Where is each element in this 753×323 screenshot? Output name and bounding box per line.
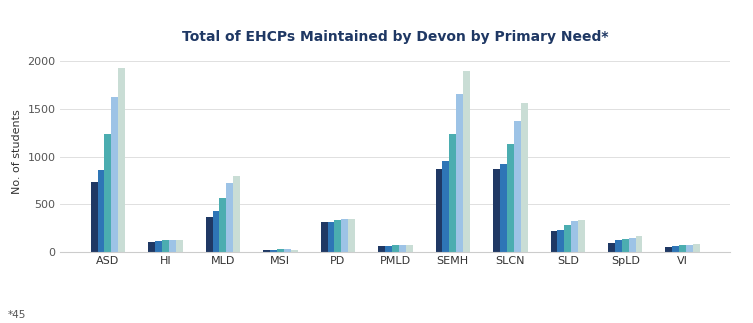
- Bar: [500, 164, 507, 252]
- Bar: [693, 244, 700, 252]
- Bar: [550, 232, 557, 252]
- Bar: [291, 250, 297, 252]
- Bar: [629, 238, 636, 252]
- Bar: [233, 176, 240, 252]
- Bar: [270, 250, 277, 252]
- Bar: [277, 249, 284, 252]
- Bar: [443, 162, 450, 252]
- Bar: [608, 243, 615, 252]
- Bar: [263, 250, 270, 252]
- Bar: [328, 222, 334, 252]
- Bar: [206, 217, 212, 252]
- Bar: [507, 144, 514, 252]
- Y-axis label: No. of students: No. of students: [12, 109, 22, 194]
- Bar: [155, 242, 162, 252]
- Bar: [493, 169, 500, 252]
- Bar: [572, 221, 578, 252]
- Bar: [348, 219, 355, 252]
- Bar: [118, 68, 125, 252]
- Bar: [615, 241, 622, 252]
- Bar: [111, 98, 118, 252]
- Bar: [105, 134, 111, 252]
- Bar: [227, 183, 233, 252]
- Bar: [98, 170, 105, 252]
- Bar: [514, 121, 520, 252]
- Bar: [435, 169, 443, 252]
- Bar: [169, 240, 175, 252]
- Bar: [578, 221, 585, 252]
- Bar: [622, 239, 629, 252]
- Bar: [450, 134, 456, 252]
- Bar: [672, 246, 679, 252]
- Bar: [341, 219, 348, 252]
- Bar: [175, 240, 183, 252]
- Bar: [212, 211, 219, 252]
- Bar: [406, 245, 413, 252]
- Bar: [378, 246, 385, 252]
- Bar: [219, 198, 227, 252]
- Bar: [284, 249, 291, 252]
- Bar: [463, 71, 470, 252]
- Bar: [321, 222, 328, 252]
- Text: *45: *45: [8, 310, 26, 320]
- Bar: [666, 247, 672, 252]
- Bar: [636, 236, 642, 252]
- Bar: [564, 225, 572, 252]
- Bar: [148, 242, 155, 252]
- Bar: [679, 245, 686, 252]
- Bar: [385, 246, 392, 252]
- Bar: [399, 245, 406, 252]
- Legend: Jan-2017, Jan-2018, Jan-2019, Jan-2020, Jan-2021: Jan-2017, Jan-2018, Jan-2019, Jan-2020, …: [224, 321, 567, 323]
- Bar: [162, 241, 169, 252]
- Bar: [456, 94, 463, 252]
- Bar: [686, 245, 693, 252]
- Title: Total of EHCPs Maintained by Devon by Primary Need*: Total of EHCPs Maintained by Devon by Pr…: [182, 30, 608, 44]
- Bar: [90, 182, 98, 252]
- Bar: [557, 230, 564, 252]
- Bar: [392, 245, 399, 252]
- Bar: [334, 221, 341, 252]
- Bar: [520, 103, 528, 252]
